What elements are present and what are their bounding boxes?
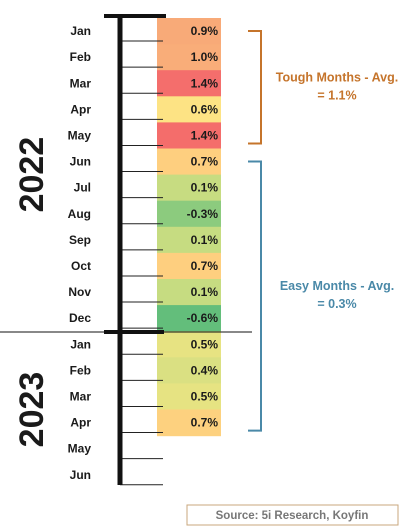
month-label: Sep [69,233,91,247]
value-label: 0.4% [191,363,219,377]
year-labels: 2022 2023 [13,137,51,448]
month-label: Dec [69,311,91,325]
value-label: 0.7% [191,259,219,273]
month-label: Mar [70,76,92,90]
month-label: Jun [70,468,91,482]
value-cell [157,331,221,358]
bracket-label: Easy Months - Avg. [280,279,394,293]
value-label: 0.6% [191,102,219,116]
year-label: 2023 [13,372,51,448]
value-cells [157,18,221,437]
source-text: Source: 5i Research, Koyfin [216,510,369,522]
value-label: 0.1% [191,181,219,195]
bracket-label: Tough Months - Avg. [276,70,398,84]
bracket-label: = 1.1% [317,88,356,102]
month-label: Apr [70,102,91,116]
month-label: Apr [70,416,91,430]
month-ticks [120,40,163,486]
value-label: 0.1% [191,285,219,299]
month-label: Mar [70,389,92,403]
value-cell [157,252,221,280]
month-label: Jun [70,155,91,169]
value-cell [157,18,221,45]
value-label: 1.0% [191,50,219,64]
value-labels: 0.9% 1.0% 1.4% 0.6% 1.4% 0.7% 0.1% -0.3% 0.1% 0.7… [187,24,219,430]
source-box [186,504,399,526]
value-label: 0.7% [191,155,219,169]
year-label: 2022 [13,137,51,213]
value-cell [157,96,221,123]
month-label: Jul [74,181,91,195]
value-cell [157,305,221,332]
value-label: 0.5% [191,337,219,351]
month-label: Nov [68,285,91,299]
bracket [248,30,262,145]
value-cell [157,174,221,202]
value-label: 0.5% [191,389,219,403]
month-label: Aug [68,207,91,221]
month-label: Jan [70,24,91,38]
value-label: 0.1% [191,233,219,247]
month-label: Feb [70,50,91,64]
month-labels: Jan Feb Mar Apr May Jun Jul Aug Sep Oct Nov Dec Jan F… [68,24,92,482]
value-cell [157,70,221,97]
value-label: -0.6% [187,311,219,325]
month-label: Jan [70,337,91,351]
value-cell [157,148,221,176]
value-cell [157,200,221,228]
month-label: Feb [70,363,91,377]
month-label: May [68,128,92,142]
value-cell [157,383,221,411]
value-label: -0.3% [187,207,219,221]
month-label: May [68,442,92,456]
value-cell [157,279,221,306]
value-label: 0.9% [191,24,219,38]
month-label: Oct [71,259,91,273]
value-label: 1.4% [191,128,219,142]
average-brackets: Tough Months - Avg. = 1.1% Easy Months - A… [248,30,398,432]
value-label: 0.7% [191,416,219,430]
value-cell [157,226,221,254]
value-cell [157,122,221,150]
value-cell [157,44,221,71]
bracket-label: = 0.3% [317,297,356,311]
value-cell [157,357,221,384]
value-cell [157,409,221,437]
bracket [248,160,262,432]
value-label: 1.4% [191,76,219,90]
